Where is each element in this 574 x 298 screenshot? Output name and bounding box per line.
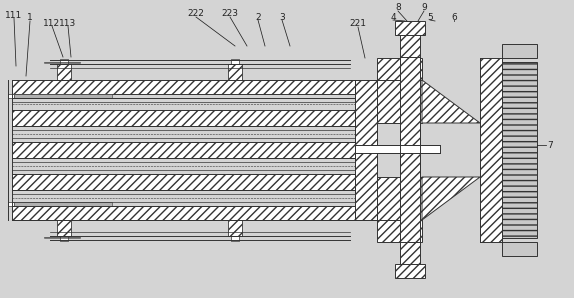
Bar (57, 220, 71, 236)
Bar (377, 58, 422, 80)
Bar (60, 59, 68, 64)
Bar (12, 206, 355, 220)
Bar (502, 62, 537, 238)
Bar (395, 264, 425, 278)
Bar (480, 58, 502, 242)
Bar (57, 64, 71, 80)
Bar (231, 236, 239, 241)
Text: 8: 8 (395, 4, 401, 13)
Bar (355, 145, 440, 153)
Bar (355, 80, 377, 220)
Polygon shape (422, 177, 480, 220)
Bar (502, 44, 537, 58)
Bar (400, 242, 420, 264)
Text: 9: 9 (421, 4, 427, 13)
Text: 113: 113 (59, 18, 76, 27)
Text: 1: 1 (27, 13, 33, 23)
Text: 7: 7 (547, 140, 553, 150)
Bar (228, 220, 242, 236)
Bar (60, 236, 68, 241)
Bar (12, 174, 355, 190)
Text: 5: 5 (427, 13, 433, 21)
Bar (57, 64, 71, 80)
Bar (228, 64, 242, 80)
Text: 4: 4 (390, 13, 396, 21)
Bar (57, 220, 71, 236)
Bar (12, 94, 112, 98)
Bar (400, 57, 420, 242)
Bar (228, 220, 242, 236)
Bar (502, 137, 510, 162)
Text: 2: 2 (255, 13, 261, 21)
Text: 223: 223 (222, 10, 239, 18)
Bar (377, 220, 422, 242)
Bar (400, 35, 420, 57)
Text: 222: 222 (188, 10, 204, 18)
Bar (231, 59, 239, 64)
Text: 221: 221 (350, 19, 367, 29)
Bar (395, 21, 425, 35)
Bar (12, 142, 355, 158)
Text: 112: 112 (44, 18, 61, 27)
Bar (228, 64, 242, 80)
Bar (12, 202, 112, 206)
Bar (8, 202, 14, 206)
Text: 111: 111 (5, 10, 22, 19)
Bar (377, 177, 422, 220)
Text: 6: 6 (451, 13, 457, 21)
Bar (12, 80, 355, 94)
Bar (8, 94, 14, 98)
Text: 3: 3 (279, 13, 285, 21)
Bar (377, 80, 422, 123)
Polygon shape (422, 80, 480, 123)
Bar (12, 110, 355, 126)
Bar (502, 242, 537, 256)
